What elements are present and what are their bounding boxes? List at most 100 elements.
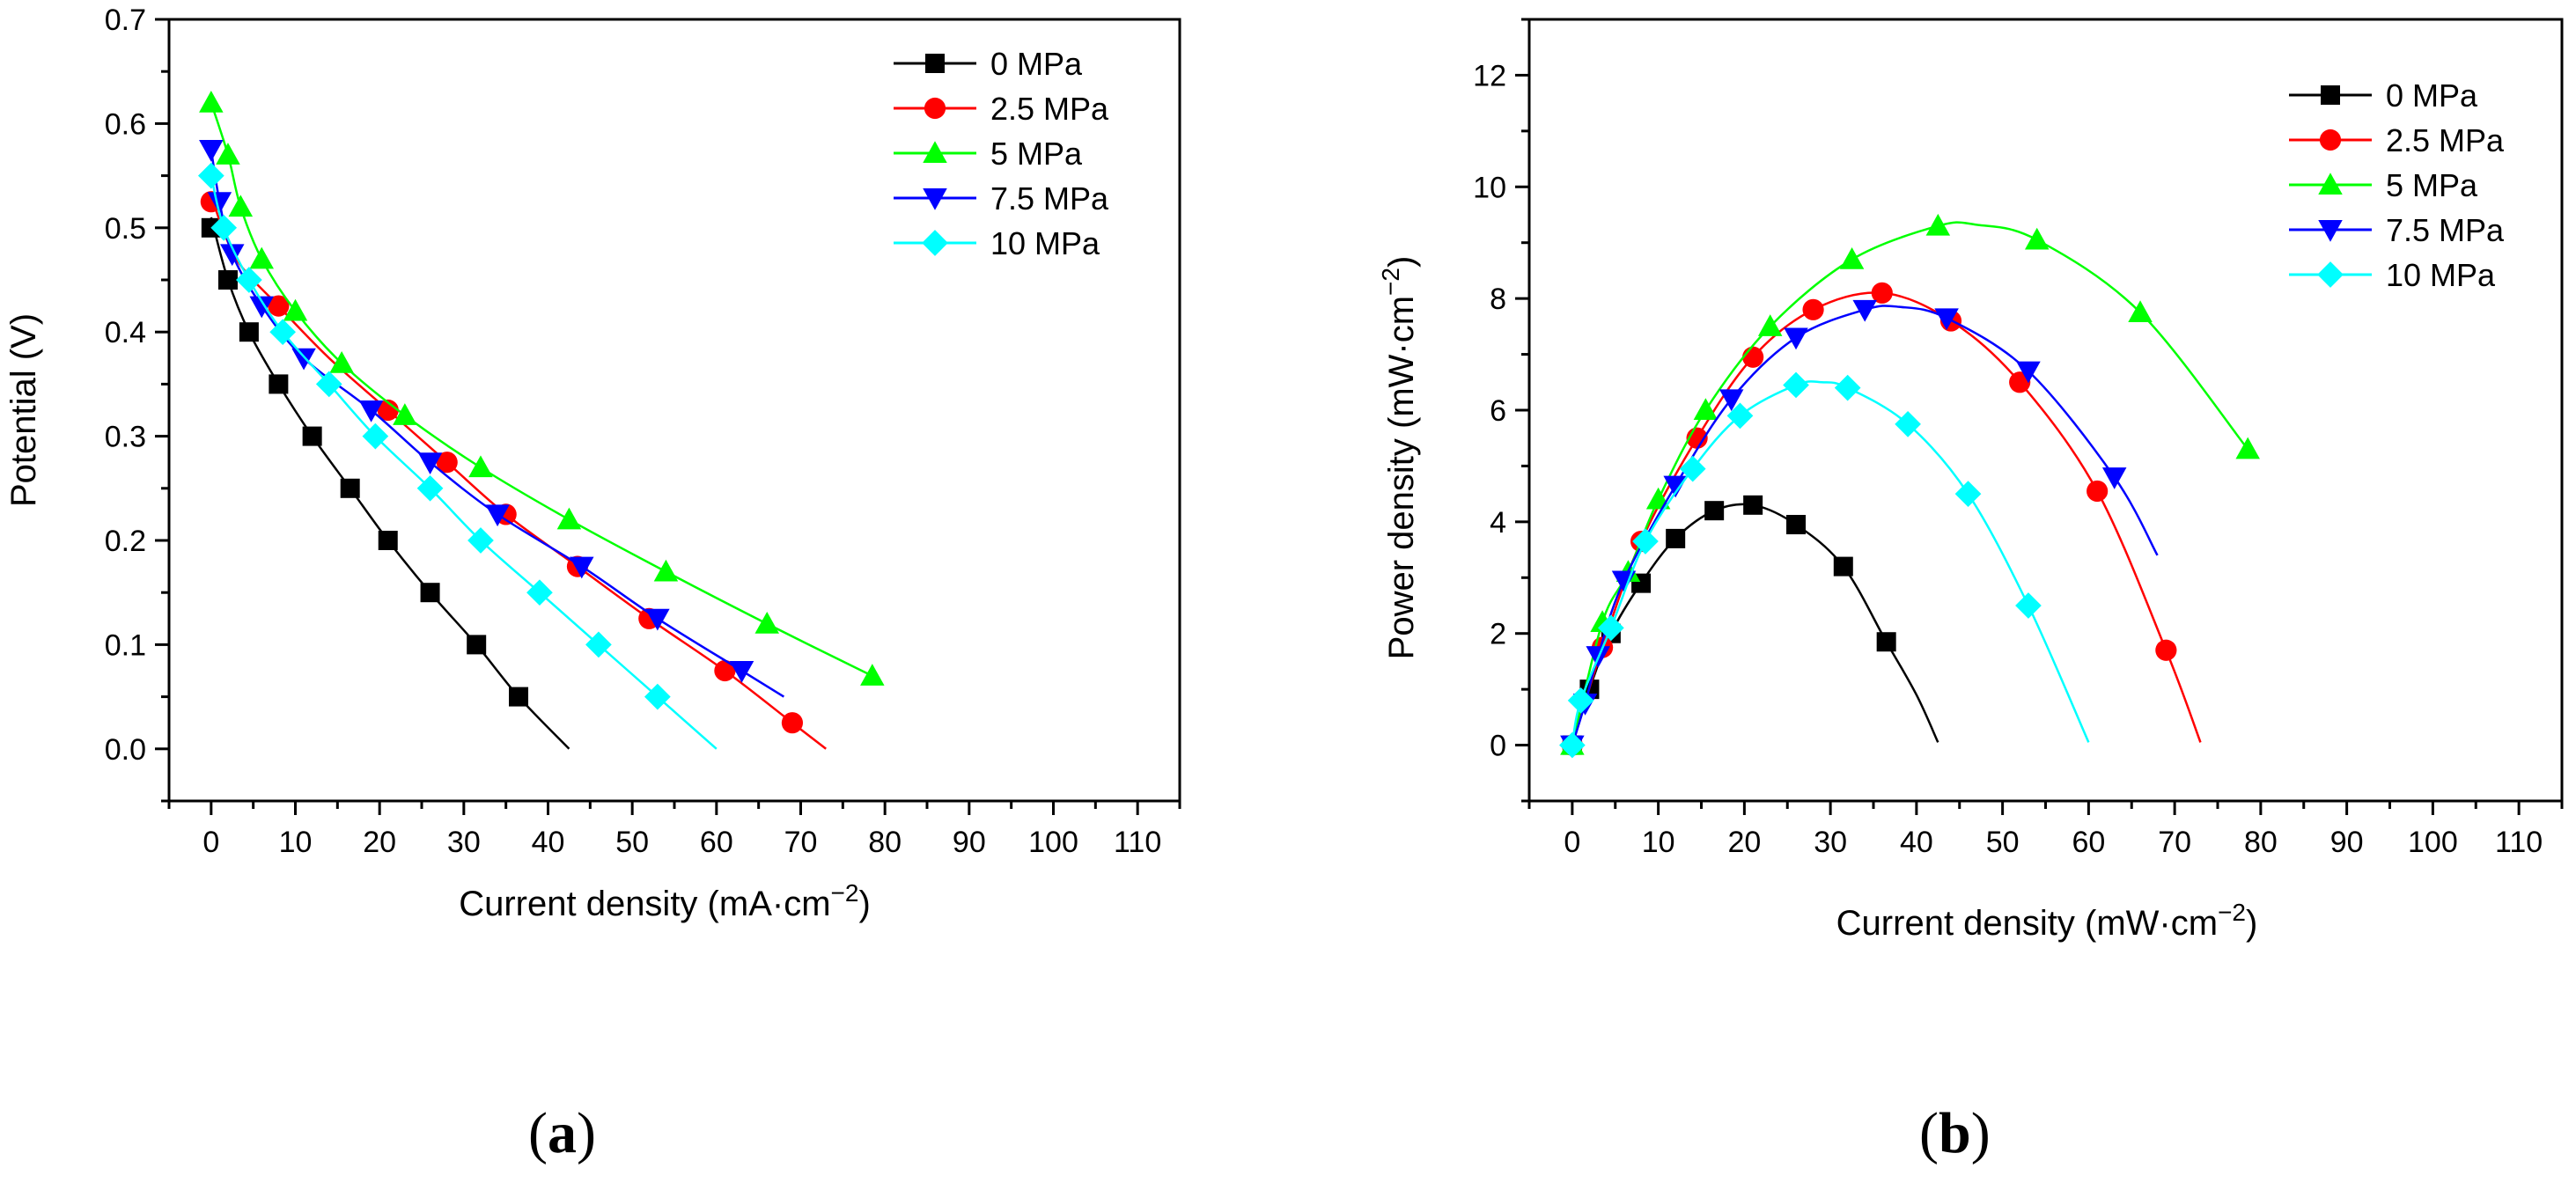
data-point bbox=[526, 579, 553, 606]
y-tick-label: 0.5 bbox=[105, 212, 146, 246]
series-line bbox=[210, 149, 785, 698]
data-point bbox=[485, 504, 510, 527]
data-point bbox=[1839, 246, 1865, 269]
data-point bbox=[1954, 481, 1982, 507]
data-point bbox=[249, 246, 274, 269]
x-tick-label: 0 bbox=[1564, 826, 1580, 859]
y-tick-label: 0 bbox=[1490, 730, 1506, 763]
data-point bbox=[217, 270, 238, 290]
x-tick-label: 100 bbox=[2408, 826, 2458, 859]
x-tick-label: 80 bbox=[2244, 826, 2278, 859]
legend-entry: 0 MPa bbox=[2386, 77, 2478, 114]
y-tick-label: 0.4 bbox=[105, 316, 146, 349]
series-line bbox=[1571, 291, 2202, 746]
data-point bbox=[1679, 455, 1706, 482]
data-point bbox=[1783, 371, 1809, 399]
y-axis-label: Power density (mW·cm−2) bbox=[1377, 256, 1421, 660]
x-tick-label: 100 bbox=[1028, 826, 1078, 859]
y-tick-label: 2 bbox=[1490, 618, 1506, 651]
series-7-5-mpa bbox=[199, 140, 785, 698]
x-axis-label-close: ) bbox=[858, 885, 870, 923]
data-point bbox=[197, 162, 224, 189]
y-tick-label: 0.6 bbox=[105, 107, 146, 141]
data-point bbox=[207, 192, 232, 214]
data-point bbox=[1876, 632, 1896, 652]
x-tick-label: 10 bbox=[279, 826, 313, 859]
data-point bbox=[199, 140, 224, 162]
x-tick-label: 90 bbox=[2330, 826, 2364, 859]
x-tick-label: 110 bbox=[1114, 826, 1161, 859]
data-point bbox=[1895, 411, 1921, 437]
data-point bbox=[2024, 227, 2050, 250]
x-tick-label: 10 bbox=[1642, 826, 1675, 859]
y-axis-label-exponent: −2 bbox=[1377, 268, 1404, 296]
y-tick-label: 0.2 bbox=[105, 525, 146, 558]
series-line bbox=[1571, 305, 2159, 746]
data-point bbox=[714, 659, 736, 682]
data-point bbox=[467, 635, 487, 655]
data-point bbox=[269, 319, 296, 346]
data-point bbox=[315, 371, 342, 398]
data-point bbox=[2128, 300, 2153, 322]
x-axis-label-close: ) bbox=[2246, 904, 2257, 943]
data-point bbox=[210, 214, 238, 241]
data-point bbox=[1567, 687, 1594, 714]
legend-entry: 10 MPa bbox=[2386, 257, 2496, 293]
data-point bbox=[1598, 614, 1624, 642]
data-point bbox=[329, 350, 354, 373]
data-point bbox=[228, 195, 254, 217]
legend-marker bbox=[2317, 261, 2344, 288]
legend-entry: 0 MPa bbox=[990, 46, 1083, 82]
series-5-mpa bbox=[1560, 213, 2260, 755]
legend-entry: 2.5 MPa bbox=[2386, 122, 2505, 158]
data-point bbox=[2155, 639, 2177, 661]
legend-entry: 10 MPa bbox=[990, 225, 1100, 261]
chart-potential: 0 10 20 30 40 50 60 70 80 90 100 110 0.0 0.1 0.2 0.3 0.4… bbox=[4, 4, 1181, 923]
data-point bbox=[378, 531, 398, 550]
data-point bbox=[1757, 314, 1783, 336]
data-point bbox=[1559, 731, 1586, 759]
data-point bbox=[420, 583, 440, 603]
x-axis-label: Current density (mA·cm−2) bbox=[459, 879, 871, 923]
data-point bbox=[1666, 528, 1686, 548]
data-point bbox=[860, 664, 885, 686]
data-point bbox=[467, 527, 494, 554]
y-tick-label: 0.7 bbox=[105, 4, 146, 37]
data-point bbox=[781, 712, 804, 734]
data-point bbox=[653, 559, 679, 582]
data-point bbox=[393, 403, 417, 425]
data-point bbox=[1742, 346, 1764, 368]
data-point bbox=[291, 348, 316, 371]
data-point bbox=[644, 683, 671, 710]
data-point bbox=[1784, 327, 1808, 350]
data-point bbox=[2235, 437, 2260, 459]
data-point bbox=[1934, 308, 1959, 331]
x-tick-label: 30 bbox=[1814, 826, 1847, 859]
data-point bbox=[302, 426, 322, 446]
data-point bbox=[268, 295, 290, 317]
x-tick-label: 30 bbox=[447, 826, 481, 859]
legend-entry: 2.5 MPa bbox=[990, 91, 1109, 127]
data-point bbox=[1786, 515, 1807, 535]
x-axis-label: Current density (mW·cm−2) bbox=[1836, 899, 2258, 943]
x-axis-label-exponent: −2 bbox=[2218, 899, 2246, 926]
series-5-mpa bbox=[199, 90, 885, 686]
data-point bbox=[570, 556, 594, 579]
data-point bbox=[1833, 556, 1853, 577]
x-tick-label: 50 bbox=[1986, 826, 2020, 859]
data-point bbox=[416, 474, 444, 502]
data-point bbox=[1834, 374, 1861, 401]
series-7-5-mpa bbox=[1560, 299, 2159, 758]
data-point bbox=[239, 322, 259, 342]
data-point bbox=[1852, 299, 1877, 322]
data-point bbox=[585, 631, 612, 658]
x-tick-label: 70 bbox=[784, 826, 818, 859]
y-axis-label: Potential (V) bbox=[4, 313, 43, 507]
data-point bbox=[340, 478, 360, 498]
data-point bbox=[1693, 398, 1719, 420]
series-line bbox=[210, 175, 718, 750]
y-axis-label-close: ) bbox=[1382, 256, 1421, 268]
panel-label-b: (b) bbox=[1919, 1101, 1991, 1165]
data-point bbox=[417, 452, 443, 474]
x-tick-label: 90 bbox=[953, 826, 986, 859]
